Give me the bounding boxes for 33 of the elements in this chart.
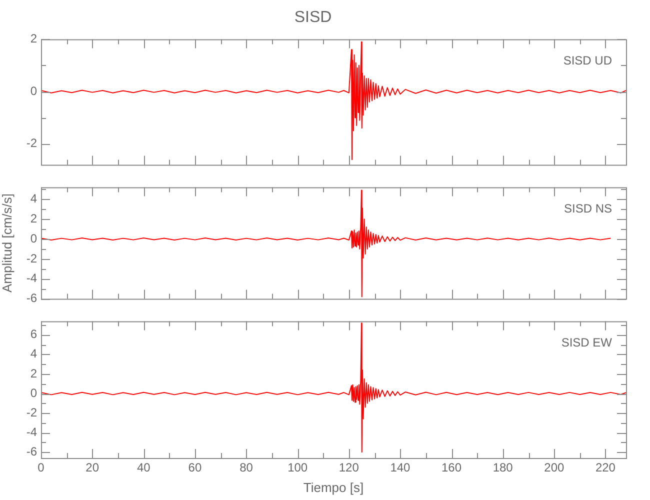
y-tick-label: -4 — [26, 271, 38, 286]
x-tick-label: 60 — [188, 460, 202, 475]
y-tick-label: -2 — [26, 405, 38, 420]
y-tick-label: -2 — [26, 136, 38, 150]
y-tick-label: -6 — [26, 291, 38, 306]
x-axis-title: Tiempo [s] — [303, 480, 364, 495]
x-tick-label: 140 — [390, 460, 411, 475]
y-tick-label: 0 — [30, 386, 38, 400]
y-tick-label: 0 — [30, 231, 38, 246]
y-tick-label: 6 — [30, 327, 38, 342]
y-tick-label: -2 — [26, 251, 38, 266]
x-tick-label: 20 — [86, 460, 100, 475]
y-tick-label: 0 — [30, 84, 38, 98]
x-tick-label: 100 — [288, 460, 308, 475]
y-tick-label: 4 — [30, 346, 38, 361]
y-tick-label: 2 — [30, 32, 38, 46]
y-tick-label: 4 — [30, 191, 38, 206]
x-tick-label: 220 — [595, 460, 616, 475]
annotation: SISD UD — [563, 54, 612, 68]
chart-title: SISD — [294, 9, 332, 26]
y-axis-title: Amplitud [cm/s/s] — [0, 194, 14, 292]
x-tick-label: 160 — [442, 460, 462, 475]
annotation: SISD NS — [564, 202, 612, 216]
x-tick-label: 180 — [492, 460, 514, 475]
x-tick-label: 120 — [338, 460, 360, 475]
x-tick-label: 80 — [240, 460, 254, 475]
y-tick-label: 2 — [30, 366, 38, 380]
y-tick-label: -4 — [26, 424, 38, 439]
x-tick-label: 40 — [136, 460, 151, 475]
x-tick-label: 200 — [544, 460, 564, 475]
y-tick-label: -6 — [26, 444, 38, 458]
y-tick-label: 2 — [30, 211, 38, 226]
annotation: SISD EW — [561, 336, 613, 350]
